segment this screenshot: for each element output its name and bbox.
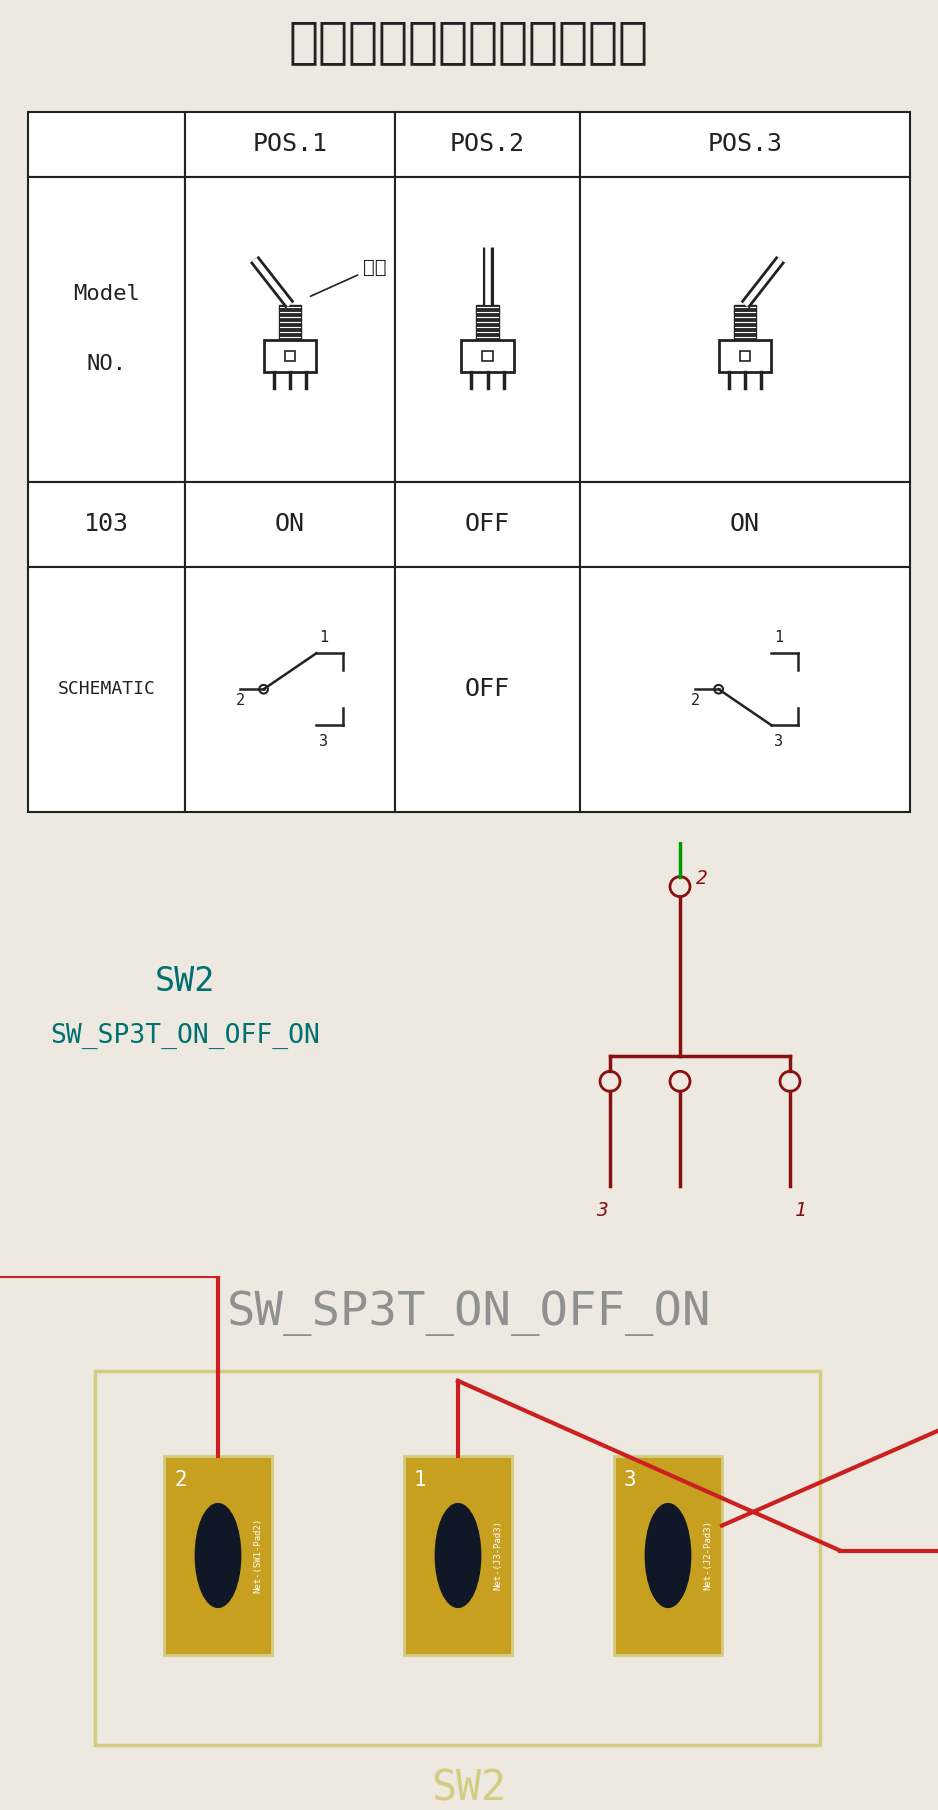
Ellipse shape [645, 1504, 690, 1607]
Bar [185, 481, 395, 567]
Bar [580, 567, 910, 811]
Bar [28, 112, 185, 177]
Text: 2: 2 [696, 869, 708, 889]
Bar [185, 567, 395, 811]
Text: POS.1: POS.1 [252, 132, 327, 156]
Text: 2: 2 [236, 693, 246, 708]
Bar [279, 306, 301, 340]
Text: 103: 103 [84, 512, 129, 536]
Text: NO.: NO. [86, 355, 127, 375]
Text: 3: 3 [597, 1202, 608, 1220]
Text: 2: 2 [691, 693, 701, 708]
Text: OFF: OFF [465, 512, 510, 536]
Ellipse shape [435, 1504, 480, 1607]
Text: SW2: SW2 [431, 1767, 507, 1808]
Bar [395, 567, 580, 811]
Bar [461, 340, 514, 371]
Text: SW_SP3T_ON_OFF_ON: SW_SP3T_ON_OFF_ON [50, 1023, 320, 1050]
Text: Net-(J2-Pad3): Net-(J2-Pad3) [703, 1520, 712, 1591]
Text: ON: ON [275, 512, 305, 536]
Text: 2: 2 [174, 1470, 187, 1490]
Text: 手柄位置及导通端子示意图: 手柄位置及导通端子示意图 [289, 18, 649, 65]
Bar [285, 351, 295, 360]
Text: 1: 1 [795, 1202, 807, 1220]
Bar [580, 177, 910, 481]
Bar [185, 177, 395, 481]
Bar [28, 567, 185, 811]
Text: ON: ON [730, 512, 760, 536]
Text: SW_SP3T_ON_OFF_ON: SW_SP3T_ON_OFF_ON [227, 1291, 711, 1336]
Text: 键槽: 键槽 [310, 257, 386, 297]
Bar [395, 112, 580, 177]
Text: OFF: OFF [465, 677, 510, 700]
Text: SW2: SW2 [155, 965, 215, 997]
Bar [185, 112, 395, 177]
Bar [734, 306, 756, 340]
Bar [264, 340, 316, 371]
Bar [395, 481, 580, 567]
Bar [28, 481, 185, 567]
Text: SCHEMATIC: SCHEMATIC [57, 681, 156, 699]
Bar [477, 306, 498, 340]
Text: 1: 1 [319, 630, 328, 644]
Text: POS.3: POS.3 [707, 132, 782, 156]
Bar [719, 340, 771, 371]
Bar [95, 1370, 820, 1745]
Text: Net-(J3-Pad3): Net-(J3-Pad3) [493, 1520, 502, 1591]
Bar [395, 177, 580, 481]
Bar [28, 177, 185, 481]
Text: 3: 3 [774, 733, 783, 749]
Bar [740, 351, 750, 360]
Bar [580, 481, 910, 567]
Bar [482, 351, 492, 360]
Text: POS.2: POS.2 [450, 132, 525, 156]
Text: 1: 1 [414, 1470, 427, 1490]
Text: 3: 3 [319, 733, 328, 749]
Bar [164, 1455, 272, 1656]
Ellipse shape [195, 1504, 241, 1607]
Text: Model: Model [73, 284, 140, 304]
Bar [580, 112, 910, 177]
Text: Net-(SW1-Pad2): Net-(SW1-Pad2) [253, 1519, 262, 1593]
Bar [404, 1455, 512, 1656]
Text: 3: 3 [624, 1470, 637, 1490]
Text: 1: 1 [774, 630, 783, 644]
Bar [614, 1455, 722, 1656]
